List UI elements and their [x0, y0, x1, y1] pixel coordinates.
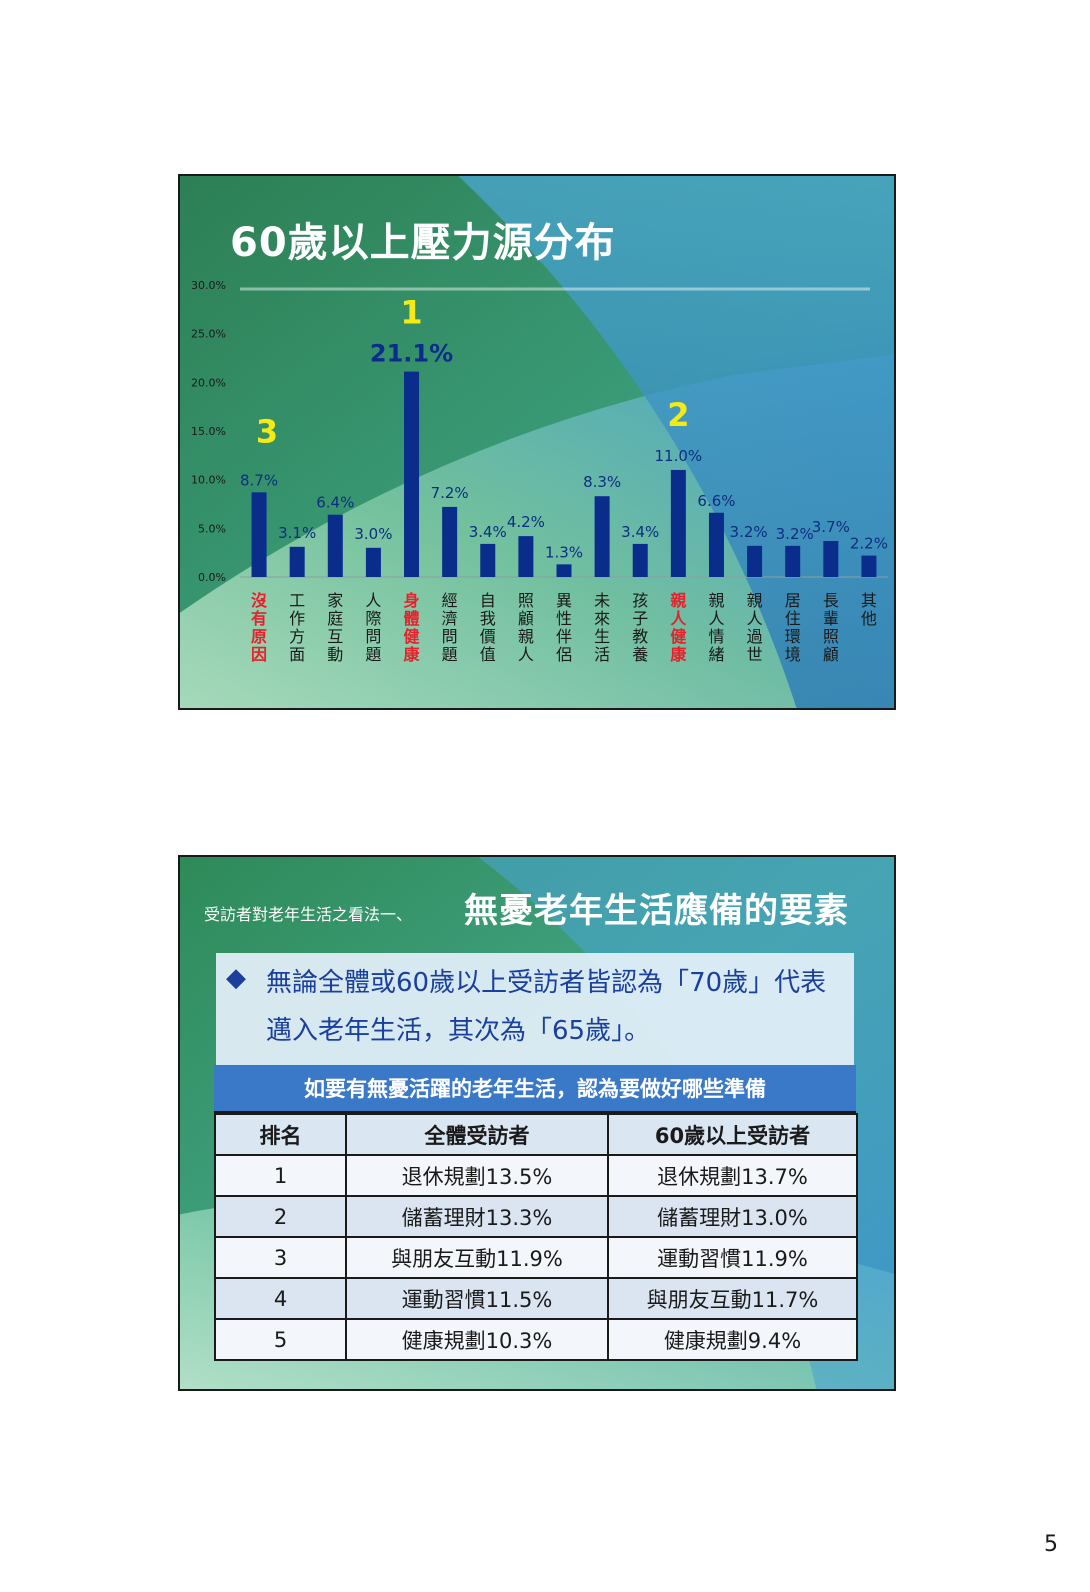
x-category-label: 自我價值: [480, 591, 496, 664]
table-row: 5 健康規劃10.3% 健康規劃9.4%: [214, 1318, 858, 1361]
table-caption: 如要有無憂活躍的老年生活，認為要做好哪些準備: [214, 1065, 856, 1113]
x-category-label: 未來生活: [594, 591, 610, 664]
bar-value-label: 8.3%: [583, 473, 621, 491]
column-header-over60: 60歲以上受訪者: [607, 1113, 858, 1156]
y-tick-label: 0.0%: [198, 571, 226, 584]
rank-cell: 4: [214, 1277, 347, 1320]
x-category-label: 異性伴侶: [556, 591, 572, 664]
x-category-label: 人際問題: [365, 591, 381, 664]
over60-respondents-cell: 運動習慣11.9%: [607, 1236, 858, 1279]
bar: [861, 555, 877, 577]
slide-background: [180, 176, 894, 708]
slide-title: 60歲以上壓力源分布: [230, 220, 616, 266]
bullet-text: 無論全體或60歲以上受訪者皆認為「70歲」代表邁入老年生活，其次為「65歲」。: [266, 968, 827, 1046]
bar: [365, 547, 381, 577]
table-row: 3 與朋友互動11.9% 運動習慣11.9%: [214, 1236, 858, 1279]
all-respondents-cell: 運動習慣11.5%: [345, 1277, 609, 1320]
bar: [747, 545, 763, 577]
x-category-label: 身體健康: [404, 591, 421, 664]
bar: [327, 514, 343, 577]
rank-cell: 3: [214, 1236, 347, 1279]
rank-marker: 2: [667, 396, 689, 434]
y-tick-label: 30.0%: [191, 279, 226, 292]
x-category-label: 沒有原因: [251, 591, 268, 664]
y-tick-label: 10.0%: [191, 474, 226, 487]
bar: [670, 469, 686, 577]
all-respondents-cell: 儲蓄理財13.3%: [345, 1195, 609, 1238]
y-tick-label: 15.0%: [191, 425, 226, 438]
y-tick-label: 25.0%: [191, 328, 226, 341]
bar: [518, 536, 534, 577]
bar: [251, 492, 267, 577]
rank-cell: 5: [214, 1318, 347, 1361]
over60-respondents-cell: 儲蓄理財13.0%: [607, 1195, 858, 1238]
bar: [708, 512, 724, 577]
all-respondents-cell: 與朋友互動11.9%: [345, 1236, 609, 1279]
x-category-label: 照顧親人: [518, 591, 534, 664]
x-category-label: 其他: [861, 591, 877, 628]
x-category-label: 親人情緒: [708, 591, 724, 664]
bar-value-label: 3.7%: [812, 518, 850, 536]
bar-value-label: 6.4%: [316, 494, 354, 512]
table-header-row: 排名 全體受訪者 60歲以上受訪者: [214, 1113, 858, 1156]
over60-respondents-cell: 退休規劃13.7%: [607, 1154, 858, 1197]
bar-value-label: 7.2%: [431, 484, 469, 502]
bar-value-label: 3.0%: [354, 525, 392, 543]
all-respondents-cell: 退休規劃13.5%: [345, 1154, 609, 1197]
rank-cell: 2: [214, 1195, 347, 1238]
bar: [404, 371, 420, 577]
x-category-label: 孩子教養: [632, 591, 648, 664]
bar-value-label: 3.1%: [278, 524, 316, 542]
bar-value-label: 21.1%: [370, 340, 453, 368]
bar-value-label: 3.2%: [776, 525, 814, 543]
bar-value-label: 8.7%: [240, 471, 278, 489]
bar-chart: 0.0% 5.0% 10.0% 15.0% 20.0% 25.0% 30.0% 8.7% 沒有原…: [191, 279, 888, 664]
bar-value-label: 3.4%: [469, 523, 507, 541]
over60-respondents-cell: 與朋友互動11.7%: [607, 1277, 858, 1320]
bar-value-label: 6.6%: [697, 492, 735, 510]
bar: [785, 545, 801, 577]
bullet-box: ◆ 無論全體或60歲以上受訪者皆認為「70歲」代表邁入老年生活，其次為「65歲」…: [216, 953, 854, 1065]
slide-subtitle: 受訪者對老年生活之看法一、: [204, 905, 413, 924]
slide-stress-distribution: 60歲以上壓力源分布 0.0% 5.0% 10.0% 15.0% 20.0% 25.0% 3…: [178, 174, 896, 710]
bar-value-label: 3.4%: [621, 523, 659, 541]
y-tick-label: 5.0%: [198, 522, 226, 535]
rank-marker: 1: [400, 294, 422, 332]
diamond-bullet-icon: ◆: [226, 963, 246, 993]
x-category-label: 居住環境: [785, 591, 801, 664]
x-category-label: 長輩照顧: [823, 591, 839, 664]
x-category-label: 親人過世: [747, 591, 763, 664]
bar: [289, 546, 305, 577]
ranking-table: 排名 全體受訪者 60歲以上受訪者 1 退休規劃13.5% 退休規劃13.7% …: [214, 1113, 858, 1361]
bar-value-label: 2.2%: [850, 535, 888, 553]
table-row: 4 運動習慣11.5% 與朋友互動11.7%: [214, 1277, 858, 1320]
bar-value-label: 1.3%: [545, 543, 583, 561]
slide-aging-preparation: 受訪者對老年生活之看法一、 無憂老年生活應備的要素 ◆ 無論全體或60歲以上受訪…: [178, 855, 896, 1391]
x-category-label: 經濟問題: [442, 591, 458, 664]
column-header-rank: 排名: [214, 1113, 347, 1156]
x-category-label: 家庭互動: [327, 591, 343, 664]
page-number: 5: [1044, 1532, 1058, 1557]
bar: [632, 543, 648, 577]
bar: [556, 564, 572, 577]
rank-cell: 1: [214, 1154, 347, 1197]
table-row: 2 儲蓄理財13.3% 儲蓄理財13.0%: [214, 1195, 858, 1238]
bar: [823, 540, 839, 577]
rank-marker: 3: [256, 412, 278, 450]
slide-title: 無憂老年生活應備的要素: [464, 891, 849, 931]
bar-value-label: 11.0%: [655, 447, 703, 465]
table-row: 1 退休規劃13.5% 退休規劃13.7%: [214, 1154, 858, 1197]
bar: [594, 496, 610, 577]
all-respondents-cell: 健康規劃10.3%: [345, 1318, 609, 1361]
bar: [442, 506, 458, 577]
bar: [480, 543, 496, 577]
bar-value-label: 4.2%: [507, 513, 545, 531]
x-category-label: 親人健康: [670, 591, 687, 664]
x-category-label: 工作方面: [289, 591, 305, 664]
y-tick-label: 20.0%: [191, 376, 226, 389]
over60-respondents-cell: 健康規劃9.4%: [607, 1318, 858, 1361]
bar-value-label: 3.2%: [730, 523, 768, 541]
column-header-all: 全體受訪者: [345, 1113, 609, 1156]
